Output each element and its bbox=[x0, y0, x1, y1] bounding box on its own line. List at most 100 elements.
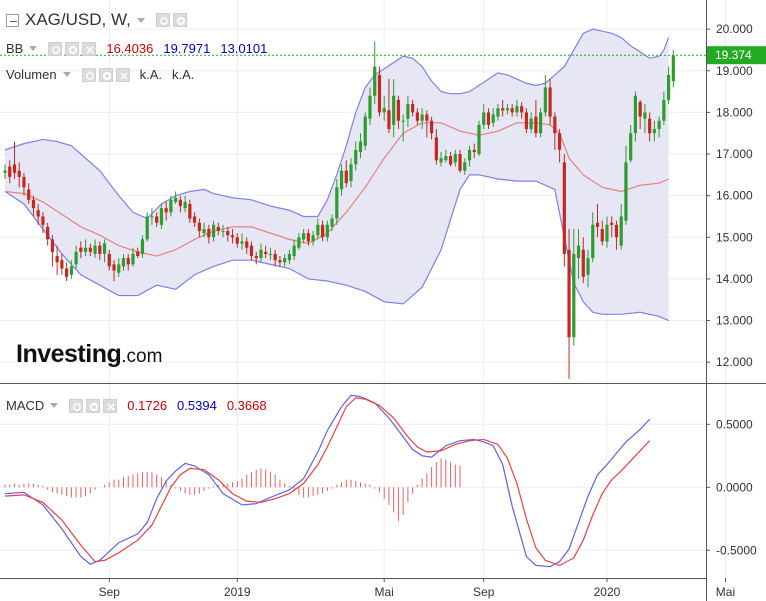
time-tick-label: Mai bbox=[716, 585, 735, 599]
collapse-icon[interactable] bbox=[6, 13, 19, 27]
candle-body bbox=[311, 235, 315, 242]
candle-body bbox=[131, 253, 135, 265]
candle-body bbox=[259, 249, 263, 259]
price-tick-label: 19.000 bbox=[716, 64, 753, 78]
candle-body bbox=[164, 208, 168, 213]
candle-body bbox=[306, 233, 310, 242]
macd-label: MACD bbox=[6, 398, 45, 413]
candle-body bbox=[197, 222, 201, 232]
bb-middle-line bbox=[4, 122, 669, 257]
candle-body bbox=[633, 95, 638, 134]
gear-icon[interactable] bbox=[172, 13, 187, 27]
candle-body bbox=[453, 154, 457, 163]
candle-body bbox=[140, 239, 145, 254]
investing-logo: Investing.com bbox=[16, 340, 162, 369]
symbol-legend: XAG/USD, W, bbox=[6, 10, 187, 30]
candle-body bbox=[581, 249, 585, 277]
candle-body bbox=[320, 224, 325, 238]
candle-body bbox=[467, 149, 472, 161]
candle-body bbox=[264, 251, 268, 254]
candle-body bbox=[55, 256, 59, 263]
price-tick-label: 14.000 bbox=[716, 272, 753, 286]
bb-eye-icon[interactable] bbox=[48, 41, 63, 56]
macd-gear-icon[interactable] bbox=[86, 398, 101, 413]
candle-body bbox=[638, 101, 642, 117]
candle-body bbox=[477, 124, 481, 155]
candle-body bbox=[183, 201, 187, 209]
candle-body bbox=[543, 87, 547, 113]
candle-body bbox=[98, 245, 102, 254]
candle-body bbox=[562, 162, 566, 254]
candle-body bbox=[401, 120, 405, 122]
candle-body bbox=[605, 224, 609, 242]
bb-value-lower: 13.0101 bbox=[220, 41, 268, 56]
macd-eye-icon[interactable] bbox=[69, 398, 84, 413]
volume-gear-icon[interactable] bbox=[98, 67, 113, 82]
candle-body bbox=[600, 228, 604, 242]
candle-body bbox=[335, 187, 339, 219]
macd-line bbox=[4, 394, 651, 568]
candle-body bbox=[102, 243, 107, 254]
candle-body bbox=[619, 216, 623, 246]
candle-body bbox=[354, 149, 358, 165]
price-tick-label: 15.000 bbox=[716, 230, 753, 244]
symbol-dropdown-icon[interactable] bbox=[136, 17, 145, 23]
candle-body bbox=[155, 216, 159, 223]
macd-tick-label: 0.0000 bbox=[716, 480, 753, 494]
candle-body bbox=[358, 141, 363, 152]
candle-body bbox=[193, 216, 197, 223]
candle-body bbox=[396, 99, 401, 121]
candle-body bbox=[501, 108, 505, 111]
candle-body bbox=[31, 199, 36, 209]
candle-body bbox=[316, 224, 320, 236]
candle-body bbox=[520, 106, 524, 113]
candle-body bbox=[662, 99, 666, 121]
candle-body bbox=[126, 258, 130, 265]
candle-body bbox=[586, 258, 590, 275]
bb-close-icon[interactable] bbox=[82, 41, 97, 56]
bb-gear-icon[interactable] bbox=[65, 41, 80, 56]
bb-value-upper: 19.7971 bbox=[163, 41, 211, 56]
candle-body bbox=[79, 247, 83, 252]
macd-dropdown-icon[interactable] bbox=[50, 403, 59, 408]
candle-body bbox=[652, 129, 656, 134]
logo-main: Investing bbox=[16, 340, 122, 368]
candle-body bbox=[41, 216, 45, 225]
candle-body bbox=[3, 170, 7, 173]
candle-body bbox=[472, 149, 476, 152]
candle-body bbox=[174, 197, 178, 202]
candle-body bbox=[373, 66, 377, 96]
signal-line bbox=[4, 397, 651, 567]
time-tick-label: Sep bbox=[473, 585, 495, 599]
candle-body bbox=[377, 74, 382, 113]
volume-close-icon[interactable] bbox=[115, 67, 130, 82]
candle-body bbox=[230, 235, 235, 238]
volume-eye-icon[interactable] bbox=[81, 67, 96, 82]
settings-eye-icon[interactable] bbox=[155, 13, 170, 27]
candle-body bbox=[216, 226, 220, 232]
candle-body bbox=[83, 247, 88, 252]
candle-body bbox=[136, 251, 140, 257]
candle-body bbox=[117, 264, 121, 273]
candle-body bbox=[65, 268, 69, 277]
bb-label: BB bbox=[6, 41, 24, 56]
volume-legend: Volumen k.A. k.A. bbox=[6, 67, 194, 82]
candle-body bbox=[643, 112, 647, 119]
macd-legend: MACD 0.1726 0.5394 0.3668 bbox=[6, 398, 267, 413]
candle-body bbox=[510, 108, 514, 113]
candle-body bbox=[368, 95, 372, 119]
candle-body bbox=[591, 224, 595, 259]
macd-close-icon[interactable] bbox=[103, 398, 118, 413]
candle-body bbox=[458, 154, 462, 171]
candle-body bbox=[524, 112, 528, 130]
candle-body bbox=[387, 110, 391, 130]
price-tick-label: 18.000 bbox=[716, 105, 753, 119]
candle-body bbox=[344, 170, 348, 184]
candle-body bbox=[22, 176, 26, 188]
bb-dropdown-icon[interactable] bbox=[29, 46, 38, 51]
candle-body bbox=[614, 224, 619, 238]
volume-dropdown-icon[interactable] bbox=[62, 72, 71, 77]
candle-body bbox=[268, 253, 273, 255]
logo-suffix: .com bbox=[121, 346, 163, 367]
